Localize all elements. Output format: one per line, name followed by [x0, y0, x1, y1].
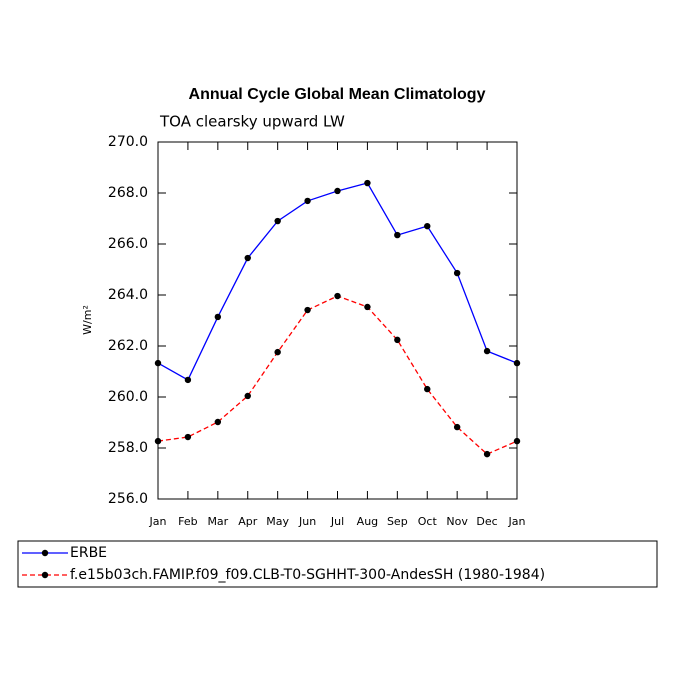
data-point — [453, 423, 461, 431]
data-point — [304, 197, 311, 205]
x-tick-label: Jun — [298, 515, 316, 528]
data-point — [304, 306, 311, 314]
chart-title: Annual Cycle Global Mean Climatology — [189, 86, 486, 103]
data-point — [244, 254, 251, 262]
data-point — [274, 217, 281, 225]
legend-label: ERBE — [70, 545, 107, 561]
data-point — [394, 336, 401, 344]
data-point — [424, 222, 431, 230]
chart-subtitle: TOA clearsky upward LW — [159, 113, 345, 131]
data-point — [274, 348, 281, 356]
y-tick-label: 270.0 — [108, 134, 148, 150]
data-point — [483, 347, 491, 355]
legend-marker — [41, 549, 49, 557]
y-tick-label: 258.0 — [108, 440, 148, 456]
x-tick-label: Nov — [446, 515, 468, 528]
data-point — [513, 359, 521, 367]
series-line — [157, 295, 518, 455]
y-tick-label: 256.0 — [108, 491, 148, 507]
x-tick-label: Jan — [508, 515, 526, 528]
y-tick-label: 266.0 — [108, 236, 148, 252]
legend-label: f.e15b03ch.FAMIP.f09_f09.CLB-T0-SGHHT-30… — [70, 567, 545, 583]
data-point — [154, 359, 162, 367]
x-tick-label: Aug — [357, 515, 378, 528]
data-point — [424, 385, 431, 393]
data-point — [364, 179, 371, 187]
data-point — [154, 437, 162, 445]
x-tick-label: Jan — [149, 515, 167, 528]
data-point — [184, 433, 192, 441]
x-tick-label: May — [266, 515, 289, 528]
data-point — [394, 231, 401, 239]
plot-frame — [157, 141, 518, 500]
x-tick-label: Sep — [387, 515, 408, 528]
data-point — [214, 313, 222, 321]
x-tick-label: Mar — [207, 515, 228, 528]
data-point — [334, 292, 341, 300]
x-tick-label: Oct — [418, 515, 438, 528]
x-tick-label: Apr — [238, 515, 258, 528]
data-point — [483, 450, 491, 458]
data-point — [453, 269, 461, 277]
data-point — [184, 376, 192, 384]
y-tick-label: 264.0 — [108, 287, 148, 303]
y-tick-label: 262.0 — [108, 338, 148, 354]
data-point — [334, 187, 341, 195]
data-point — [513, 437, 521, 445]
data-point — [214, 418, 222, 426]
x-tick-label: Feb — [178, 515, 197, 528]
x-tick-label: Jul — [330, 515, 344, 528]
y-axis-label: W/m² — [81, 305, 94, 335]
y-tick-label: 268.0 — [108, 185, 148, 201]
y-tick-label: 260.0 — [108, 389, 148, 405]
x-tick-label: Dec — [476, 515, 497, 528]
data-point — [364, 303, 371, 311]
series-line — [157, 182, 518, 381]
legend-box — [17, 540, 658, 588]
legend-marker — [41, 571, 49, 579]
data-point — [244, 392, 251, 400]
